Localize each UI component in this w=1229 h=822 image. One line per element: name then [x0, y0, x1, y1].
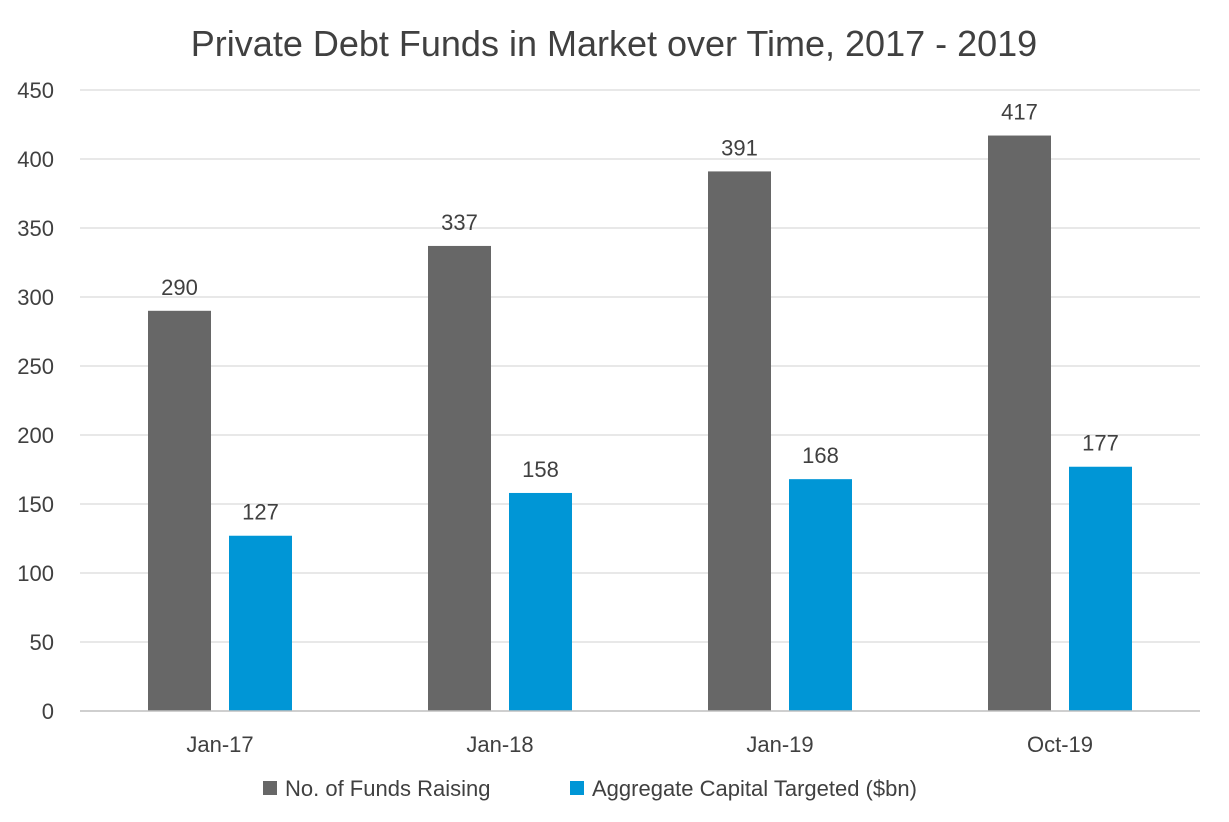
y-tick-label: 450 [17, 78, 54, 103]
data-label: 158 [522, 457, 559, 482]
bar-funds-raising [988, 135, 1051, 712]
data-label: 127 [242, 500, 279, 525]
bar-capital-targeted [229, 535, 292, 711]
x-category-label: Oct-19 [1027, 732, 1093, 757]
x-category-label: Jan-18 [466, 732, 533, 757]
data-label: 337 [441, 210, 478, 235]
bar-funds-raising [148, 310, 211, 711]
y-tick-label: 0 [42, 699, 54, 724]
y-tick-label: 250 [17, 354, 54, 379]
bar-funds-raising [428, 245, 491, 711]
y-axis-ticks: 0 50 100 150 200 250 300 350 400 450 [17, 78, 54, 724]
legend-swatch [570, 781, 584, 795]
y-tick-label: 200 [17, 423, 54, 448]
y-tick-label: 350 [17, 216, 54, 241]
legend-swatch [263, 781, 277, 795]
x-axis-categories: Jan-17 Jan-18 Jan-19 Oct-19 [186, 732, 1093, 757]
chart-title: Private Debt Funds in Market over Time, … [191, 23, 1037, 64]
y-tick-label: 150 [17, 492, 54, 517]
y-tick-label: 50 [30, 630, 54, 655]
legend: No. of Funds Raising Aggregate Capital Ta… [263, 776, 917, 801]
legend-label: No. of Funds Raising [285, 776, 490, 801]
data-label: 177 [1082, 431, 1119, 456]
data-label: 168 [802, 443, 839, 468]
x-category-label: Jan-19 [746, 732, 813, 757]
bar-capital-targeted [1069, 466, 1132, 711]
x-category-label: Jan-17 [186, 732, 253, 757]
data-label: 417 [1001, 100, 1038, 125]
bar-capital-targeted [789, 479, 852, 711]
data-label: 391 [721, 135, 758, 160]
legend-label: Aggregate Capital Targeted ($bn) [592, 776, 917, 801]
y-tick-label: 100 [17, 561, 54, 586]
data-labels: 290 127 337 158 391 168 417 177 [161, 100, 1119, 525]
bars [148, 135, 1132, 712]
bar-capital-targeted [509, 492, 572, 711]
y-tick-label: 400 [17, 147, 54, 172]
data-label: 290 [161, 275, 198, 300]
y-tick-label: 300 [17, 285, 54, 310]
bar-funds-raising [708, 171, 771, 712]
